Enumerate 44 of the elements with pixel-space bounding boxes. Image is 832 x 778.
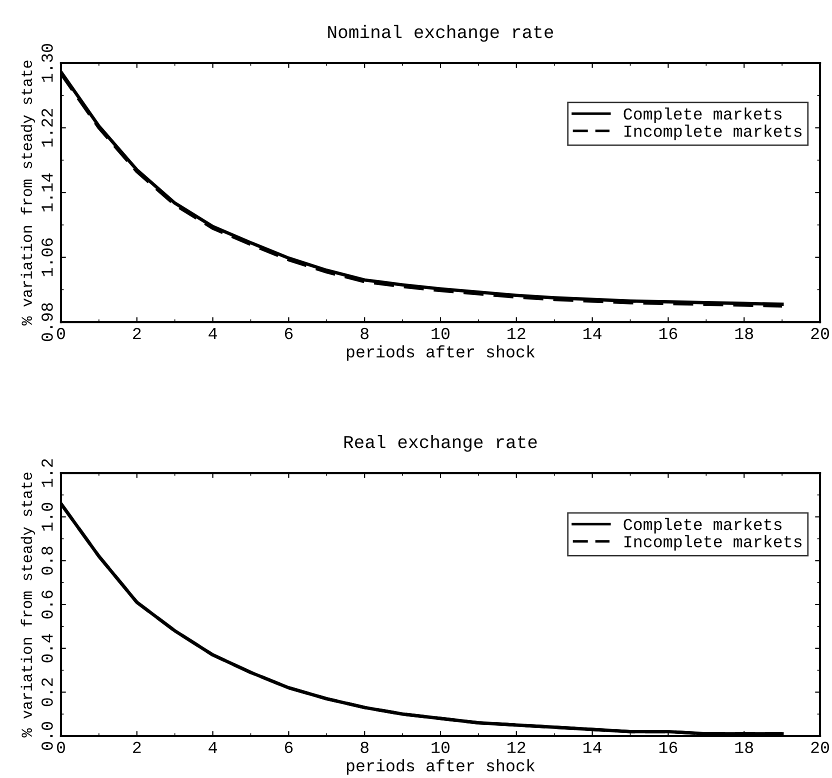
x-tick-label: 6 [284,742,293,754]
y-tick-label: 0.6 [42,590,53,618]
y-tick-label: 1.14 [42,173,53,212]
x-tick-label: 16 [659,328,678,340]
x-axis-title: periods after shock [346,345,535,361]
chart-title: Nominal exchange rate [328,24,554,42]
x-tick-label: 20 [811,328,829,340]
y-axis-title: % variation from steady state [20,60,36,326]
x-tick-label: 2 [133,742,141,753]
legend-label: Complete markets [624,107,782,123]
y-tick-label: 1.06 [42,238,53,276]
legend-label: Incomplete markets [624,535,802,551]
x-tick-label: 6 [284,328,293,340]
y-tick-label: 1.0 [42,502,53,531]
y-axis-title: % variation from steady state [20,472,36,738]
x-tick-label: 8 [360,328,368,340]
x-tick-label: 10 [432,742,450,754]
legend-label: Incomplete markets [624,124,802,140]
legend-label: Complete markets [624,518,782,534]
x-tick-label: 12 [508,328,526,340]
x-tick-label: 16 [659,742,678,754]
y-tick-label: 0.4 [42,634,53,662]
y-tick-label: 1.30 [42,44,53,82]
x-tick-label: 0 [56,742,65,754]
x-tick-label: 14 [584,328,602,340]
y-tick-label: 0.2 [42,678,53,706]
y-tick-label: 1.22 [42,108,53,147]
x-tick-label: 18 [735,742,754,754]
y-tick-label: 0.98 [42,303,53,342]
x-tick-label: 0 [56,328,65,340]
y-tick-label: 0.0 [42,722,53,750]
x-tick-label: 10 [432,328,450,340]
y-tick-label: 1.2 [42,459,53,487]
x-tick-label: 4 [208,742,217,753]
x-tick-label: 2 [133,328,141,340]
x-tick-label: 18 [735,328,754,340]
x-tick-label: 12 [508,742,526,753]
x-tick-label: 4 [208,328,217,340]
chart-title: Real exchange rate [344,434,537,452]
x-tick-label: 14 [584,742,602,753]
x-tick-label: 20 [811,742,829,754]
x-tick-label: 8 [360,742,368,754]
y-tick-label: 0.8 [42,546,53,575]
x-axis-title: periods after shock [346,759,535,775]
